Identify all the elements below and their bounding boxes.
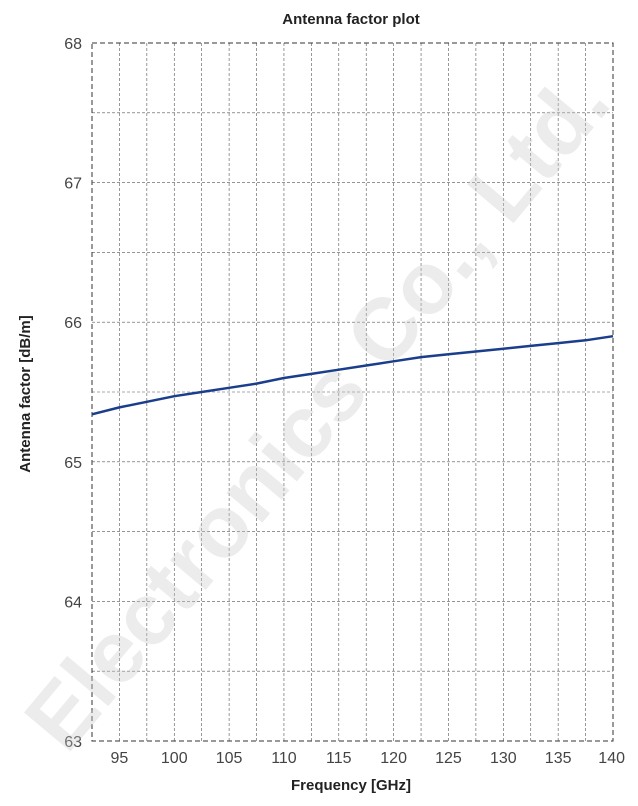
x-tick-label: 100 — [161, 750, 188, 767]
x-tick-label: 140 — [598, 750, 625, 767]
x-tick-label: 130 — [490, 750, 517, 767]
chart-title: Antenna factor plot — [282, 11, 420, 28]
y-tick-label: 63 — [64, 734, 82, 751]
y-tick-label: 67 — [64, 176, 82, 193]
y-tick-label: 66 — [64, 315, 82, 332]
antenna-factor-series-line — [91, 334, 614, 416]
x-tick-label: 125 — [435, 750, 462, 767]
x-tick-label: 95 — [111, 750, 129, 767]
y-tick-label: 64 — [64, 594, 82, 611]
x-axis-label: Frequency [GHz] — [291, 777, 411, 794]
x-tick-label: 115 — [326, 750, 352, 767]
y-axis-label: Antenna factor [dB/m] — [17, 315, 34, 473]
x-tick-label: 110 — [271, 750, 297, 767]
x-axis-ticks: 95 100 105 110 115 120 125 130 135 140 — [111, 750, 626, 767]
plot-frame — [91, 42, 614, 742]
x-tick-label: 135 — [545, 750, 572, 767]
watermark: Electronics Co., Ltd. — [5, 53, 628, 768]
y-axis-ticks: 63 64 65 66 67 68 — [64, 36, 82, 751]
y-tick-label: 65 — [64, 455, 82, 472]
y-tick-label: 68 — [64, 36, 82, 53]
grid — [92, 43, 613, 741]
x-tick-label: 105 — [216, 750, 243, 767]
x-tick-label: 120 — [380, 750, 407, 767]
